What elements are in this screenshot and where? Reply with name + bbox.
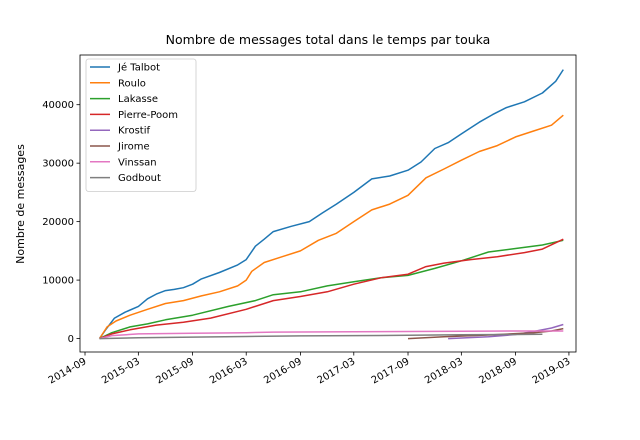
legend-label-vinssan: Vinssan <box>118 157 157 168</box>
series-line-roulo <box>98 114 564 340</box>
series-line-godbout <box>99 333 543 340</box>
legend-label-roulo: Roulo <box>118 78 146 89</box>
series-line-je-talbot <box>98 69 564 340</box>
legend-label-krostif: Krostif <box>118 126 150 137</box>
y-tick-label: 20000 <box>42 217 74 228</box>
legend-label-je-talbot: Jé Talbot <box>117 62 160 74</box>
y-tick-label: 10000 <box>42 276 74 287</box>
legend-label-jirome: Jirome <box>117 142 150 153</box>
axes-frame <box>79 54 577 353</box>
chart-title: Nombre de messages total dans le temps p… <box>166 32 491 47</box>
series-line-pierre-poom <box>99 238 564 340</box>
legend-box <box>85 58 197 192</box>
series-layer <box>98 69 564 340</box>
y-tick-label: 0 <box>68 334 74 345</box>
legend: Jé Talbot Roulo Lakasse Pierre-Poom Krostif J… <box>85 58 197 192</box>
y-tick-label: 30000 <box>42 159 74 170</box>
legend-label-pierre-poom: Pierre-Poom <box>118 110 178 121</box>
series-line-lakasse <box>99 239 564 340</box>
y-axis-label: Nombre de messages <box>14 144 27 264</box>
series-line-vinssan <box>99 330 564 340</box>
legend-label-godbout: Godbout <box>118 173 161 184</box>
legend-label-lakasse: Lakasse <box>118 94 158 105</box>
y-tick-label: 40000 <box>42 100 74 111</box>
